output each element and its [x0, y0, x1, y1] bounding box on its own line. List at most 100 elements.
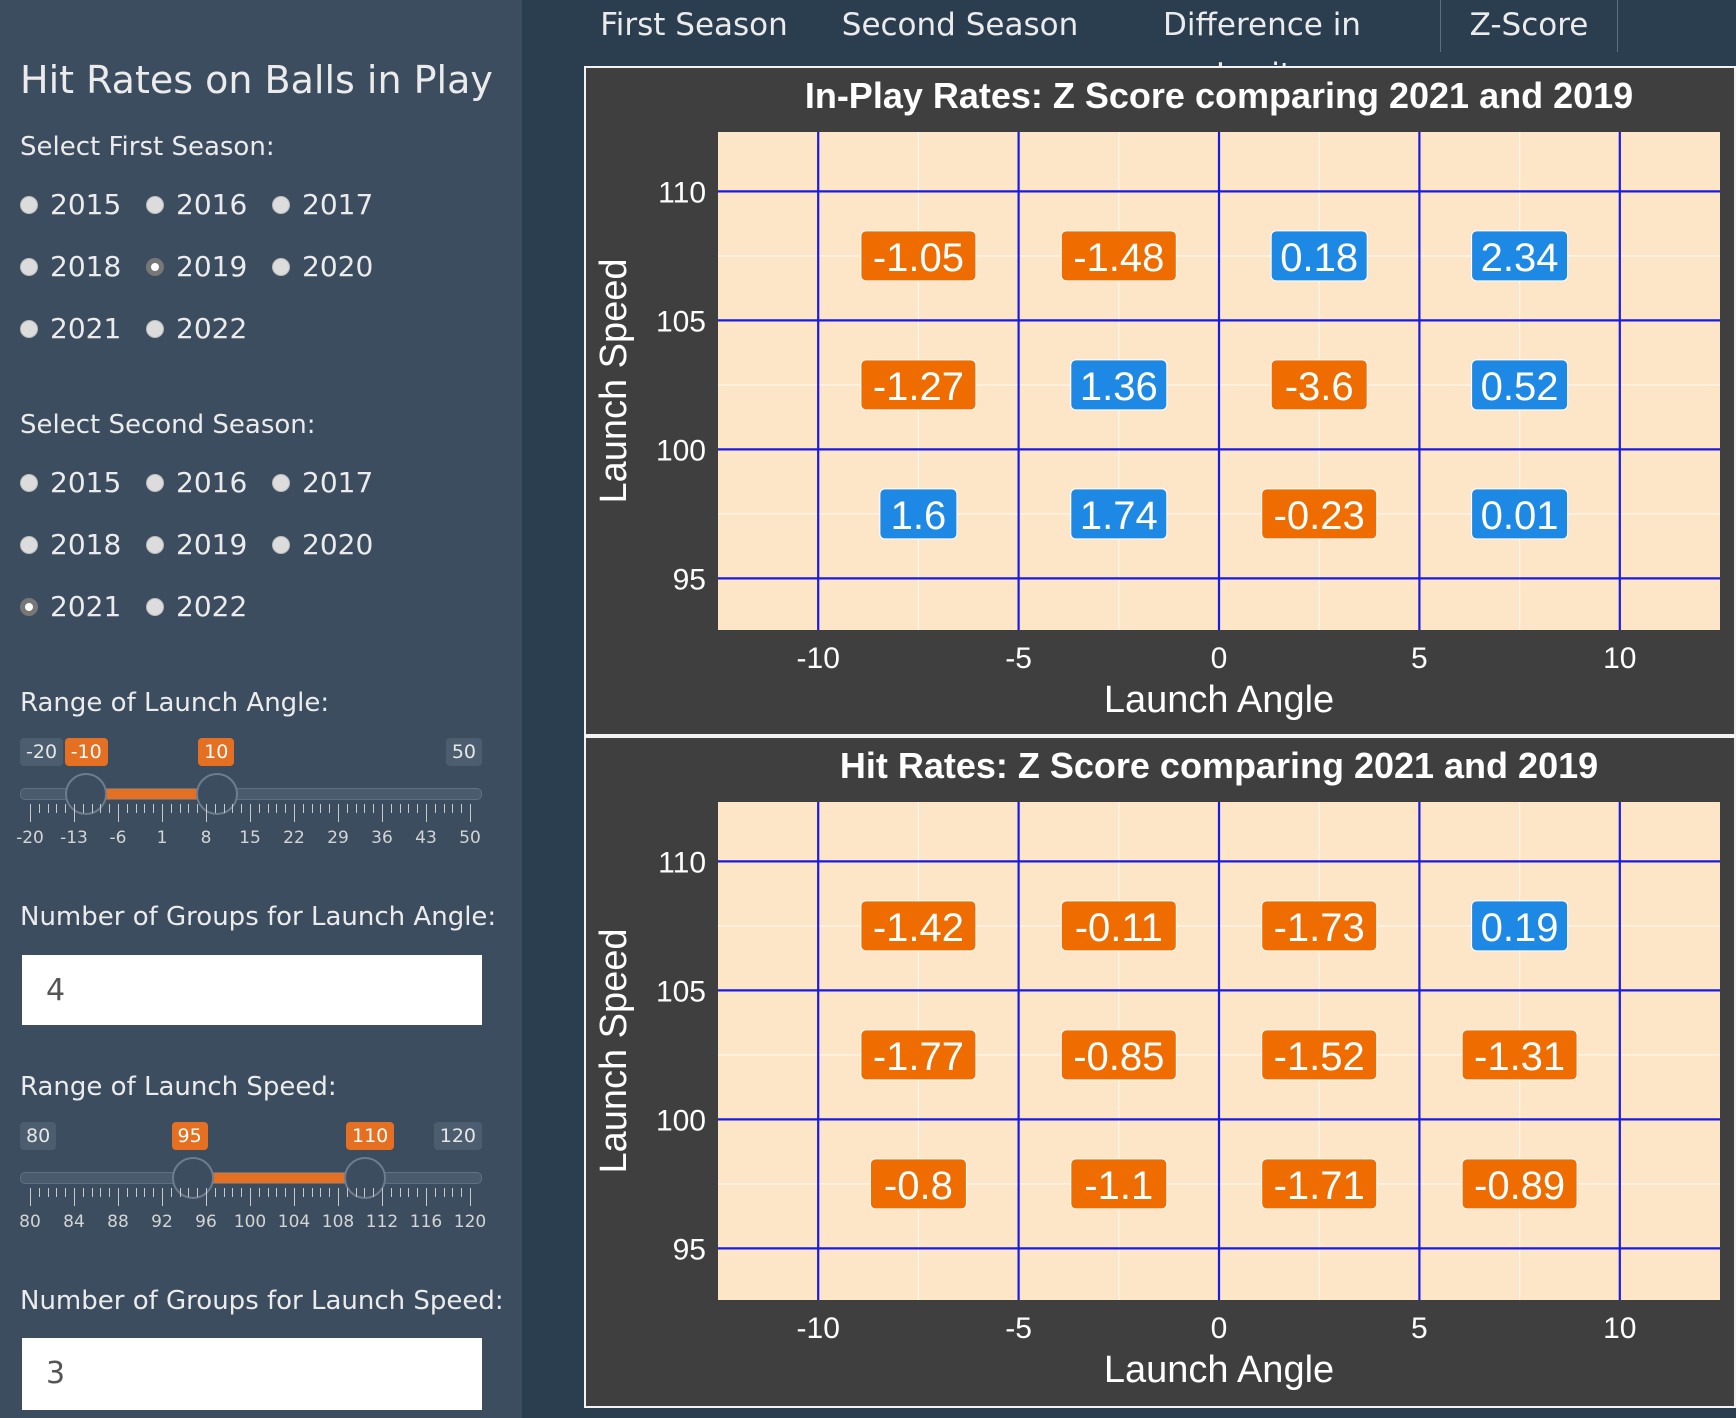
- slider-tick: [461, 804, 463, 813]
- slider-tick: [311, 1188, 313, 1197]
- tab-z-score[interactable]: Z-Score: [1440, 0, 1618, 52]
- slider-tick: [74, 1188, 75, 1206]
- slider-tick: [294, 1188, 295, 1206]
- radio-circle-icon[interactable]: [20, 597, 38, 616]
- slider-tick-label: 50: [459, 828, 481, 848]
- chart-title: Hit Rates: Z Score comparing 2021 and 20…: [840, 745, 1598, 786]
- z-score-label: 0.01: [1471, 488, 1569, 540]
- launch-angle-from-handle[interactable]: [64, 773, 107, 815]
- x-tick-label: 5: [1411, 642, 1428, 675]
- z-score-label-box: [1461, 1158, 1578, 1210]
- first-season-radio-2021[interactable]: 2021: [20, 312, 121, 345]
- radio-circle-icon[interactable]: [20, 195, 38, 214]
- radio-circle-icon[interactable]: [146, 195, 164, 214]
- radio-label: 2017: [302, 188, 374, 221]
- z-score-value: -0.8: [884, 1164, 953, 1208]
- radio-circle-icon[interactable]: [20, 535, 38, 554]
- second-season-radio-2022[interactable]: 2022: [146, 590, 247, 623]
- second-season-radio-2017[interactable]: 2017: [272, 466, 373, 499]
- z-score-value: -1.48: [1073, 236, 1164, 280]
- launch-angle-ticks: -20 -13 -6 1 8 15 22 29 36 43 50: [16, 804, 481, 848]
- second-season-radio-2016[interactable]: 2016: [146, 466, 247, 499]
- radio-circle-icon[interactable]: [20, 257, 38, 276]
- slider-tick: [65, 1188, 67, 1197]
- slider-tick: [162, 1188, 163, 1206]
- slider-tick-label: 116: [409, 1212, 443, 1232]
- tab-difference-in-logits[interactable]: Difference in Logits: [1163, 7, 1361, 93]
- second-season-radio-2015[interactable]: 2015: [20, 466, 121, 499]
- slider-tick: [153, 1188, 155, 1197]
- z-score-label: 1.6: [879, 488, 958, 540]
- radio-circle-icon[interactable]: [272, 473, 290, 492]
- slider-tick: [214, 1188, 216, 1197]
- first-season-radio-2018[interactable]: 2018: [20, 250, 121, 283]
- radio-circle-icon[interactable]: [146, 597, 164, 616]
- first-season-radio-2019[interactable]: 2019: [146, 250, 247, 283]
- slider-tick: [153, 804, 155, 813]
- z-score-label: -0.89: [1461, 1158, 1578, 1210]
- radio-label: 2022: [176, 590, 248, 623]
- radio-circle-icon[interactable]: [20, 319, 38, 338]
- launch-angle-slider[interactable]: -20 50 -10 10 -20 -13 -6 1 8 15 22 29 36 43 50: [16, 738, 482, 848]
- slider-tick: [329, 804, 331, 813]
- z-score-label: -0.8: [869, 1158, 967, 1210]
- y-tick-label: 110: [658, 176, 706, 209]
- sidebar: Hit Rates on Balls in Play Select First …: [0, 0, 522, 1418]
- slider-tick: [170, 1188, 172, 1197]
- radio-circle-icon[interactable]: [146, 257, 164, 276]
- second-season-radio-2019[interactable]: 2019: [146, 528, 247, 561]
- first-season-radio-2016[interactable]: 2016: [146, 188, 247, 221]
- z-score-label: -1.27: [860, 359, 977, 411]
- radio-label: 2019: [176, 528, 248, 561]
- z-score-value: 0.18: [1280, 236, 1358, 280]
- tab-first-season[interactable]: First Season: [600, 7, 788, 43]
- radio-circle-icon[interactable]: [272, 195, 290, 214]
- angle-groups-input[interactable]: 4: [22, 955, 482, 1025]
- z-score-label-box: [1261, 1029, 1378, 1081]
- slider-tick: [100, 804, 102, 813]
- slider-tick-label: 100: [233, 1212, 267, 1232]
- z-score-label: -1.42: [860, 900, 977, 952]
- y-tick-label: 95: [673, 1233, 706, 1266]
- first-season-radio-2017[interactable]: 2017: [272, 188, 373, 221]
- y-axis-label: Launch Speed: [593, 258, 635, 503]
- first-season-radio-2022[interactable]: 2022: [146, 312, 247, 345]
- second-season-radio-2021[interactable]: 2021: [20, 590, 121, 623]
- radio-label: 2021: [50, 312, 122, 345]
- launch-speed-max-label: 120: [433, 1122, 482, 1150]
- slider-tick-label: 104: [277, 1212, 311, 1232]
- launch-angle-label: Range of Launch Angle:: [20, 688, 330, 718]
- z-score-value: 0.01: [1481, 494, 1559, 538]
- second-season-radio-2020[interactable]: 2020: [272, 528, 373, 561]
- radio-circle-icon[interactable]: [146, 535, 164, 554]
- x-tick-label: -10: [797, 1312, 840, 1345]
- launch-angle-range-fill: [85, 789, 218, 799]
- first-season-radio-2015[interactable]: 2015: [20, 188, 121, 221]
- slider-tick: [382, 1188, 383, 1206]
- x-tick-label: 0: [1211, 642, 1228, 675]
- z-score-label: -1.1: [1070, 1158, 1168, 1210]
- slider-tick: [197, 1188, 199, 1197]
- radio-circle-icon[interactable]: [20, 473, 38, 492]
- second-season-radio-2018[interactable]: 2018: [20, 528, 121, 561]
- y-tick-label: 100: [656, 1104, 706, 1137]
- radio-circle-icon[interactable]: [272, 535, 290, 554]
- first-season-radio-2020[interactable]: 2020: [272, 250, 373, 283]
- radio-label: 2020: [302, 528, 374, 561]
- speed-groups-input[interactable]: 3: [22, 1338, 482, 1410]
- y-tick-label: 105: [656, 975, 706, 1008]
- radio-circle-icon[interactable]: [272, 257, 290, 276]
- launch-speed-slider[interactable]: 80 120 95 110 80 84 88 92 96 100 104 108 112 116 1…: [19, 1122, 486, 1232]
- slider-tick: [399, 804, 401, 813]
- radio-label: 2021: [50, 590, 122, 623]
- angle-groups-label: Number of Groups for Launch Angle:: [20, 902, 497, 932]
- slider-tick: [65, 804, 67, 813]
- launch-angle-to-handle[interactable]: [196, 773, 239, 815]
- radio-circle-icon[interactable]: [146, 319, 164, 338]
- radio-circle-icon[interactable]: [146, 473, 164, 492]
- slider-tick: [302, 804, 304, 813]
- z-score-label: -1.52: [1261, 1029, 1378, 1081]
- tab-second-season[interactable]: Second Season: [841, 7, 1079, 43]
- z-score-value: 2.34: [1481, 236, 1559, 280]
- launch-angle-min-label: -20: [20, 738, 64, 766]
